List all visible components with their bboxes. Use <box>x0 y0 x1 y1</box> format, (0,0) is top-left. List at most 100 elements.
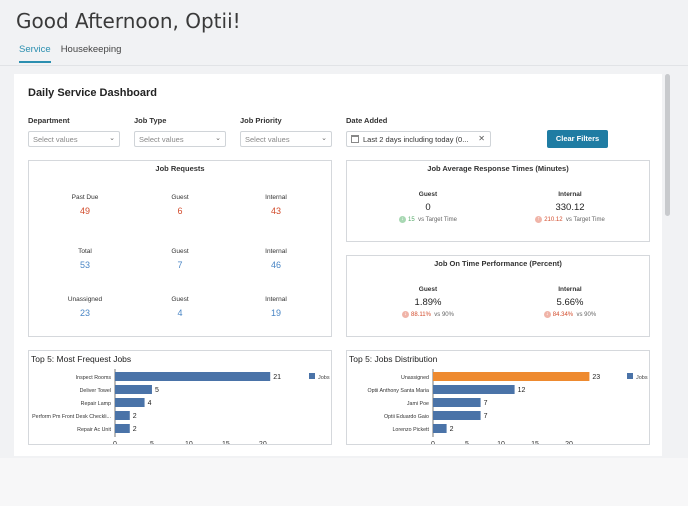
metric-value: 6 <box>177 206 183 216</box>
arrow-down-icon: ↓ <box>402 311 410 318</box>
x-tick-label: 0 <box>113 441 117 444</box>
metric-label: Guest <box>171 194 189 201</box>
total-internal-metric: Internal 46 <box>236 248 316 270</box>
bar[interactable] <box>115 398 145 407</box>
x-tick-label: 10 <box>497 441 505 444</box>
bar[interactable] <box>433 424 447 433</box>
metric-delta: ↑ 210.12 vs Target Time <box>515 216 625 223</box>
bar-value-label: 23 <box>592 374 600 381</box>
tab-service[interactable]: Service <box>19 44 51 63</box>
department-select[interactable]: Select values ⌄ <box>28 131 120 147</box>
bar[interactable] <box>433 411 481 420</box>
jobs-distribution-chart: 0 5 10 15 20 Unassigned 23 Optii Anthony Santa … <box>367 369 648 444</box>
metric-value: 7 <box>177 260 183 270</box>
response-times-title: Job Average Response Times (Minutes) <box>427 164 569 173</box>
metric-value: 19 <box>270 308 281 318</box>
job-priority-placeholder: Select values <box>245 135 290 144</box>
bar[interactable] <box>115 411 130 420</box>
metric-label: Past Due <box>71 194 99 201</box>
bar-value-label: 12 <box>518 387 526 394</box>
category-label: Deliver Towel <box>80 388 111 394</box>
legend-swatch <box>309 373 315 379</box>
category-label: Optii Anthony Santa Maria <box>367 388 429 394</box>
response-times-panel: Job Average Response Times (Minutes) Gue… <box>346 160 650 242</box>
tab-bar: Service Housekeeping <box>19 44 131 63</box>
greeting-title: Good Afternoon, Optii! <box>16 9 241 33</box>
past-due-guest-metric: Guest 6 <box>140 194 220 216</box>
category-label: Jami Poe <box>407 401 429 407</box>
department-placeholder: Select values <box>33 135 78 144</box>
chevron-down-icon: ⌄ <box>321 135 327 142</box>
legend-swatch <box>627 373 633 379</box>
unassigned-guest-metric: Guest 4 <box>140 296 220 318</box>
response-guest-metric: Guest 0 ↓ 15 vs Target Time <box>373 191 483 223</box>
metric-label: Guest <box>418 286 438 293</box>
job-requests-title: Job Requests <box>155 164 205 173</box>
bar[interactable] <box>115 385 152 394</box>
on-time-guest-metric: Guest 1.89% ↓ 88.11% vs 90% <box>373 286 483 318</box>
bar[interactable] <box>433 398 481 407</box>
category-label: Unassigned <box>401 375 429 381</box>
total-guest-metric: Guest 7 <box>140 248 220 270</box>
metric-value: 1.89% <box>414 297 442 308</box>
metric-value: 0 <box>425 202 431 213</box>
bar[interactable] <box>433 372 590 381</box>
bar-value-label: 2 <box>133 413 137 420</box>
x-tick-label: 20 <box>565 441 573 444</box>
arrow-down-icon: ↓ <box>399 216 407 223</box>
bar-value-label: 2 <box>133 426 137 433</box>
category-label: Repair Lamp <box>81 401 111 407</box>
bar[interactable] <box>433 385 515 394</box>
arrow-up-icon: ↑ <box>535 216 543 223</box>
x-tick-label: 10 <box>185 441 193 444</box>
clear-filters-button[interactable]: Clear Filters <box>547 130 608 148</box>
bar-value-label: 4 <box>148 400 152 407</box>
bar-value-label: 2 <box>450 426 454 433</box>
most-frequent-jobs-chart: 0 5 10 15 20 Inspect Rooms 21 Deliver Towel 5 Rep… <box>32 369 330 444</box>
jobs-distribution-panel: Top 5: Jobs Distribution 0 5 10 15 20 Unassig… <box>346 350 650 445</box>
job-type-select[interactable]: Select values ⌄ <box>134 131 226 147</box>
legend-label: Jobs <box>636 375 648 381</box>
past-due-metric: Past Due 49 <box>45 194 125 216</box>
metric-value: 43 <box>270 206 281 216</box>
department-label: Department <box>28 116 70 125</box>
scrollbar[interactable] <box>665 74 670 216</box>
metric-label: Internal <box>558 191 582 198</box>
metric-label: Internal <box>265 248 287 255</box>
category-label: Repair Ac Unit <box>77 427 111 433</box>
job-priority-label: Job Priority <box>240 116 282 125</box>
chevron-down-icon: ⌄ <box>109 135 115 142</box>
bar[interactable] <box>115 372 271 381</box>
category-label: Inspect Rooms <box>76 375 112 381</box>
on-time-panel: Job On Time Performance (Percent) Guest … <box>346 255 650 337</box>
arrow-down-icon: ↓ <box>543 311 551 318</box>
response-internal-metric: Internal 330.12 ↑ 210.12 vs Target Time <box>515 191 625 223</box>
x-tick-label: 15 <box>531 441 539 444</box>
past-due-internal-metric: Internal 43 <box>236 194 316 216</box>
x-tick-label: 5 <box>465 441 469 444</box>
job-type-label: Job Type <box>134 116 167 125</box>
metric-label: Guest <box>418 191 438 198</box>
unassigned-metric: Unassigned 23 <box>45 296 125 318</box>
tab-divider <box>0 65 688 66</box>
bar-value-label: 7 <box>484 413 488 420</box>
metric-delta: ↓ 15 vs Target Time <box>373 216 483 223</box>
category-label: Perform Pm Front Desk Checkli... <box>32 414 111 420</box>
on-time-title: Job On Time Performance (Percent) <box>434 259 562 268</box>
date-added-select[interactable]: Last 2 days including today (0... ✕ <box>346 131 491 147</box>
date-added-value: Last 2 days including today (0... <box>363 135 469 144</box>
metric-label: Internal <box>265 194 287 201</box>
job-priority-select[interactable]: Select values ⌄ <box>240 131 332 147</box>
tab-housekeeping[interactable]: Housekeeping <box>60 44 122 55</box>
metric-value: 330.12 <box>555 202 585 213</box>
metric-value: 23 <box>79 308 90 318</box>
category-label: Lorenzo Pickett <box>392 427 429 433</box>
job-requests-panel: Job Requests Past Due 49 Guest 6 Interna… <box>28 160 332 337</box>
date-added-label: Date Added <box>346 116 388 125</box>
most-frequent-jobs-panel: Top 5: Most Frequest Jobs 0 5 10 15 20 Inspec… <box>28 350 332 445</box>
job-type-placeholder: Select values <box>139 135 184 144</box>
clear-date-icon[interactable]: ✕ <box>478 134 485 143</box>
on-time-internal-metric: Internal 5.66% ↓ 84.34% vs 90% <box>515 286 625 318</box>
bar[interactable] <box>115 424 130 433</box>
bar-value-label: 5 <box>155 387 159 394</box>
